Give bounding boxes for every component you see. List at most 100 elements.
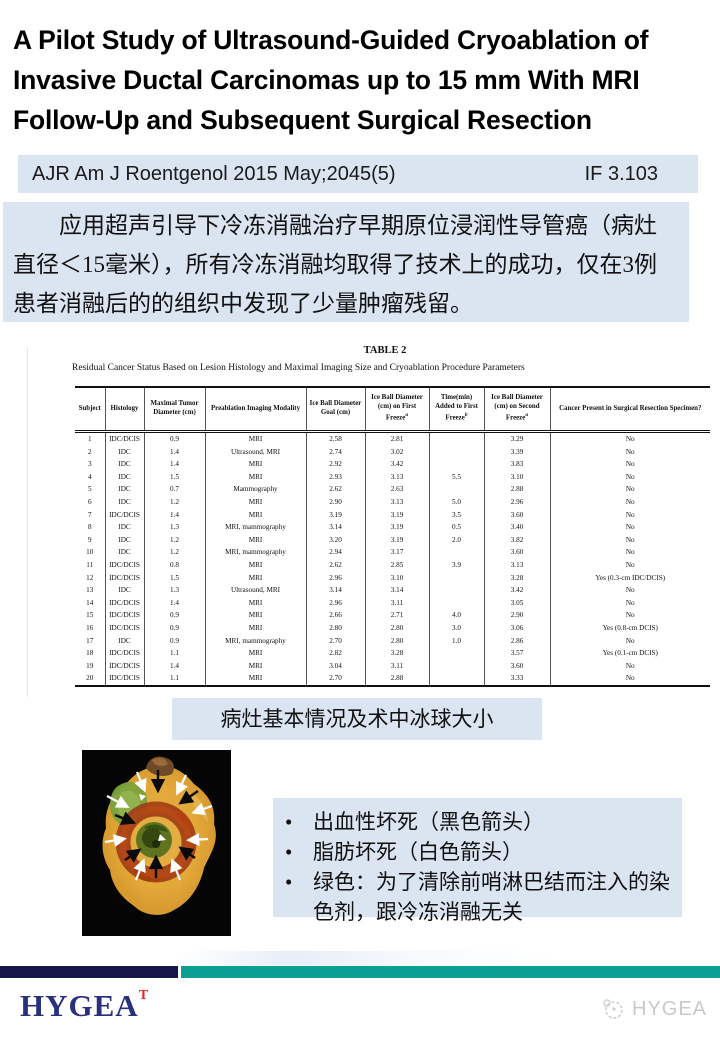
table-cell: Ultrasound, MRI bbox=[204, 445, 306, 459]
table-cell bbox=[428, 571, 484, 585]
column-header: Ice Ball Diameter Goal (cm) bbox=[305, 387, 365, 433]
table-cell: No bbox=[549, 634, 710, 648]
table-cell: MRI bbox=[204, 533, 306, 547]
table-row: 10 IDC 1.2 MRI, mammography 2.94 3.17 3.60 No bbox=[75, 546, 710, 559]
table-cell: 2.80 bbox=[364, 634, 429, 648]
table-cell: 6 bbox=[87, 497, 92, 506]
table-cell: MRI bbox=[204, 621, 306, 635]
table-cell: 0.9 bbox=[143, 609, 205, 622]
table-cell: 1.4 bbox=[143, 659, 205, 673]
table-cell: 2.86 bbox=[483, 634, 550, 648]
column-header: Subject bbox=[75, 387, 105, 433]
table-row: 8 IDC 1.3 MRI, mammography 3.14 3.19 0.5 3.40 No bbox=[75, 521, 710, 534]
table-cell: 3.20 bbox=[305, 533, 365, 547]
table-cell: IDC bbox=[104, 634, 144, 648]
column-header: Time(min) Added to First Freezeb bbox=[428, 387, 484, 433]
table-cell: No bbox=[549, 521, 710, 534]
column-header: Preablation Imaging Modality bbox=[204, 387, 306, 433]
black-arrows bbox=[114, 770, 199, 878]
table-cell: 3.13 bbox=[364, 495, 429, 509]
table-cell: 11 bbox=[86, 560, 94, 569]
table-cell: No bbox=[549, 659, 710, 673]
table-cell bbox=[428, 672, 484, 686]
table-cell: 1.2 bbox=[143, 495, 205, 509]
table-caption: 病灶基本情况及术中冰球大小 bbox=[172, 698, 542, 740]
white-arrows bbox=[104, 771, 213, 881]
table-cell: 3.19 bbox=[364, 521, 429, 534]
table-cell: IDC/DCIS bbox=[104, 558, 144, 572]
hygea-logo-tm: T bbox=[138, 987, 149, 1003]
table-cell: IDC/DCIS bbox=[104, 609, 144, 622]
table-cell: 3.60 bbox=[483, 546, 550, 559]
table-cell: MRI, mammography bbox=[204, 634, 306, 648]
table-row: 2 IDC 1.4 Ultrasound, MRI 2.74 3.02 3.39 No bbox=[75, 445, 710, 459]
column-header: Cancer Present in Surgical Resection Spe… bbox=[549, 387, 710, 433]
table-cell: 4 bbox=[87, 472, 92, 481]
table-cell: 2.96 bbox=[305, 571, 365, 585]
table-cell: 0.9 bbox=[143, 431, 205, 446]
table-cell bbox=[428, 458, 484, 471]
table-row: 7 IDC/DCIS 1.4 MRI 3.19 3.19 3.5 3.60 No bbox=[75, 508, 710, 522]
table-cell: 13 bbox=[86, 586, 94, 595]
table-cell: IDC/DCIS bbox=[104, 672, 144, 686]
table-cell: 2.0 bbox=[428, 533, 484, 547]
page-title: A Pilot Study of Ultrasound-Guided Cryoa… bbox=[13, 25, 649, 135]
table-cell: IDC bbox=[104, 470, 144, 484]
column-header: Maximal Tumor Diameter (cm) bbox=[143, 387, 205, 433]
table-cell: 3.11 bbox=[364, 596, 429, 610]
hygea-watermark: HYGEA bbox=[600, 996, 707, 1022]
table-cell bbox=[428, 483, 484, 496]
table-cell: IDC/DCIS bbox=[104, 621, 144, 635]
table-cell: 1.2 bbox=[143, 533, 205, 547]
table-cell: 2.88 bbox=[483, 483, 550, 496]
table-cell: MRI bbox=[204, 431, 306, 446]
table-cell bbox=[428, 659, 484, 673]
column-header: Histology bbox=[104, 387, 144, 433]
table-cell: 14 bbox=[86, 598, 94, 607]
table-cell: 2 bbox=[87, 447, 92, 456]
table-cell: Yes (0.1-cm DCIS) bbox=[549, 647, 710, 660]
table-cell: 4.0 bbox=[428, 609, 484, 622]
table-cell: IDC bbox=[104, 533, 144, 547]
table-cell bbox=[428, 647, 484, 660]
table-cell: MRI bbox=[204, 558, 306, 572]
table-cell: MRI bbox=[204, 495, 306, 509]
table-cell: MRI bbox=[204, 659, 306, 673]
table-cell: No bbox=[549, 609, 710, 622]
table-cell: 2.80 bbox=[305, 621, 365, 635]
table-cell: No bbox=[549, 672, 710, 686]
table-cell: No bbox=[549, 495, 710, 509]
table-cell: No bbox=[549, 445, 710, 459]
table-cell: 0.5 bbox=[428, 521, 484, 534]
table-cell: 2.62 bbox=[305, 558, 365, 572]
footer-swoosh bbox=[170, 951, 560, 965]
table-cell: 2.96 bbox=[483, 495, 550, 509]
table-cell: 16 bbox=[86, 623, 94, 632]
table-cell: 2.81 bbox=[364, 431, 429, 446]
hygea-logo-text: HYGEA bbox=[20, 988, 139, 1023]
table-cell: 19 bbox=[86, 661, 94, 670]
table-cell bbox=[428, 546, 484, 559]
table-cell: 2.71 bbox=[364, 609, 429, 622]
table-cell: IDC/DCIS bbox=[104, 596, 144, 610]
table-cell: 1.4 bbox=[143, 458, 205, 471]
table-cell bbox=[428, 431, 484, 446]
white-arrowhead bbox=[139, 794, 146, 801]
table-cell: 1.4 bbox=[143, 445, 205, 459]
table-cell: 8 bbox=[87, 523, 92, 532]
table-cell: 10 bbox=[86, 548, 94, 557]
table-cell: 3.14 bbox=[305, 584, 365, 597]
table-cell: 3.19 bbox=[364, 533, 429, 547]
table-row: 18 IDC/DCIS 1.1 MRI 2.82 3.28 3.57 Yes (0.1-cm … bbox=[75, 647, 710, 660]
table-cell: MRI bbox=[204, 596, 306, 610]
table-cell: 1.5 bbox=[143, 470, 205, 484]
table-cell: 3.28 bbox=[483, 571, 550, 585]
table-cell: 12 bbox=[86, 573, 94, 582]
table-cell: 3.10 bbox=[364, 571, 429, 585]
white-arrowhead bbox=[158, 834, 166, 841]
table-cell: 1.4 bbox=[143, 596, 205, 610]
table-cell: IDC bbox=[104, 458, 144, 471]
table-cell: 2.90 bbox=[483, 609, 550, 622]
table-cell: 3.13 bbox=[483, 558, 550, 572]
table-cell: IDC bbox=[104, 521, 144, 534]
